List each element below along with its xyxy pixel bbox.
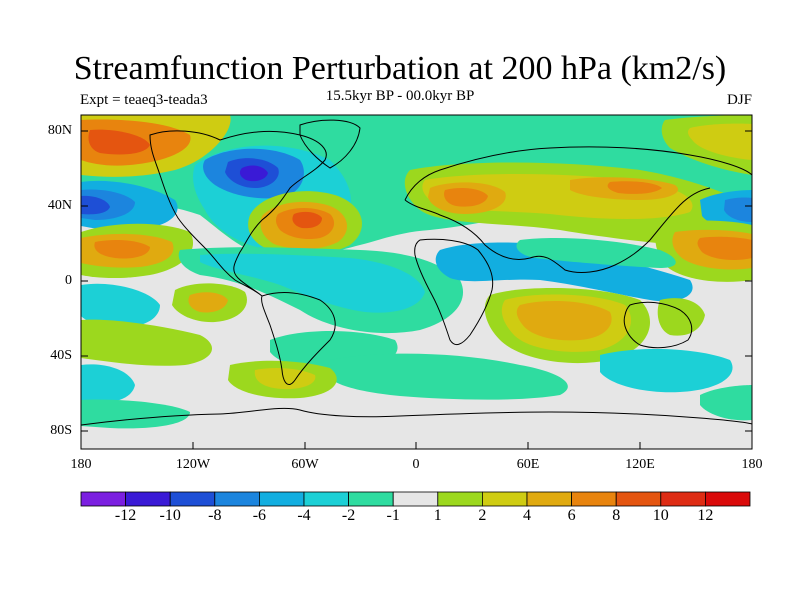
colorbar-tick-label: -1: [386, 507, 400, 524]
contour-green-satlantic: [325, 353, 568, 400]
coast-antarctica: [81, 407, 752, 426]
contour-orange-subtrop-pacific: [94, 239, 150, 259]
coast-africa: [414, 238, 494, 346]
contour-green-southern-east: [700, 385, 752, 421]
colorbar-swatch: [80, 491, 126, 507]
contour-darkblue-npacific: [81, 195, 110, 215]
lon-label-60e: 60E: [516, 457, 540, 472]
period-label: 15.5kyr BP - 00.0kyr BP: [325, 88, 475, 104]
contour-orange-sindian: [516, 300, 612, 341]
colorbar-swatch: [214, 491, 260, 507]
colorbar-tick-label: 4: [523, 507, 531, 524]
colorbar-tick-label: -12: [114, 507, 137, 524]
lat-ticks: [81, 130, 752, 432]
coastlines: [81, 119, 752, 426]
contour-blue-epacific-east: [724, 197, 752, 222]
colorbar-tick-label: 2: [478, 507, 487, 524]
colorbar-swatch: [705, 491, 751, 507]
contour-green-australia: [657, 298, 705, 336]
lon-label-120w: 120W: [175, 457, 211, 472]
contour-cyan-spacific: [81, 283, 160, 329]
colorbar-tick-label: -6: [252, 507, 267, 524]
lat-label-40s: 40S: [50, 348, 72, 363]
contour-green-spacific-2: [81, 319, 212, 366]
contour-field: [81, 115, 752, 449]
colorbar-swatch: [392, 491, 439, 507]
lon-label-180e: 180: [741, 457, 763, 472]
coast-australia: [623, 301, 693, 349]
lon-label-180w: 180: [70, 457, 92, 472]
coast-eurasia: [404, 146, 752, 273]
colorbar-swatch: [437, 491, 483, 507]
colorbar-tick-label: 1: [433, 507, 442, 524]
contour-cyan-tropics-atl: [200, 253, 425, 313]
contour-yellow-spacific-1: [188, 292, 228, 313]
contour-orangered-asia: [607, 181, 662, 194]
contour-purple-canada: [239, 165, 268, 182]
colorbar-swatch: [615, 491, 662, 507]
lon-label-120e: 120E: [625, 457, 655, 472]
contour-cyan-sindian-2: [600, 348, 733, 393]
contour-orangered-alaska: [88, 129, 150, 155]
colorbar-swatch: [303, 491, 349, 507]
lon-label-60w: 60W: [291, 457, 319, 472]
colorbar-tick-label: -4: [297, 507, 311, 524]
colorbar-tick-label: 10: [652, 507, 669, 524]
contour-cyan-spacific-west: [81, 364, 135, 403]
contour-yellow-nepacific: [687, 123, 752, 160]
lon-label-0: 0: [412, 457, 420, 472]
lon-ticks: [192, 442, 641, 449]
colorbar-swatch: [571, 491, 617, 507]
colorbar-tick-label: -10: [159, 507, 181, 524]
map-title: Streamfunction Perturbation at 200 hPa (…: [73, 50, 727, 87]
coast-south-america: [261, 292, 336, 385]
colorbar-swatch: [526, 491, 572, 507]
colorbar-tick-label: 6: [567, 507, 576, 524]
season-label: DJF: [726, 92, 752, 108]
colorbar-swatch: [660, 491, 706, 507]
colorbar: [80, 491, 751, 507]
lat-label-40n: 40N: [47, 198, 72, 213]
colorbar-tick-label: -8: [208, 507, 222, 524]
colorbar-swatch: [481, 491, 528, 507]
colorbar-tick-label: 12: [697, 507, 714, 524]
contour-red-natlantic: [292, 211, 322, 229]
contour-green-spacific-west: [81, 399, 190, 429]
contour-cyan-indian: [435, 242, 693, 302]
coast-greenland: [299, 119, 361, 169]
contour-green-indian: [516, 238, 676, 268]
colorbar-tick-label: 8: [612, 507, 621, 524]
colorbar-swatch: [258, 491, 305, 507]
colorbar-swatch: [348, 491, 394, 507]
experiment-label: Expt = teaeq3-teada3: [80, 92, 208, 108]
contour-orange-wpacific: [697, 236, 752, 260]
lat-label-0: 0: [65, 273, 72, 288]
colorbar-swatch: [125, 491, 171, 507]
colorbar-swatch: [169, 491, 216, 507]
contour-orangered-europe: [444, 188, 488, 207]
lat-label-80s: 80S: [50, 423, 72, 438]
colorbar-tick-label: -2: [341, 507, 356, 524]
lat-label-80n: 80N: [47, 123, 72, 138]
